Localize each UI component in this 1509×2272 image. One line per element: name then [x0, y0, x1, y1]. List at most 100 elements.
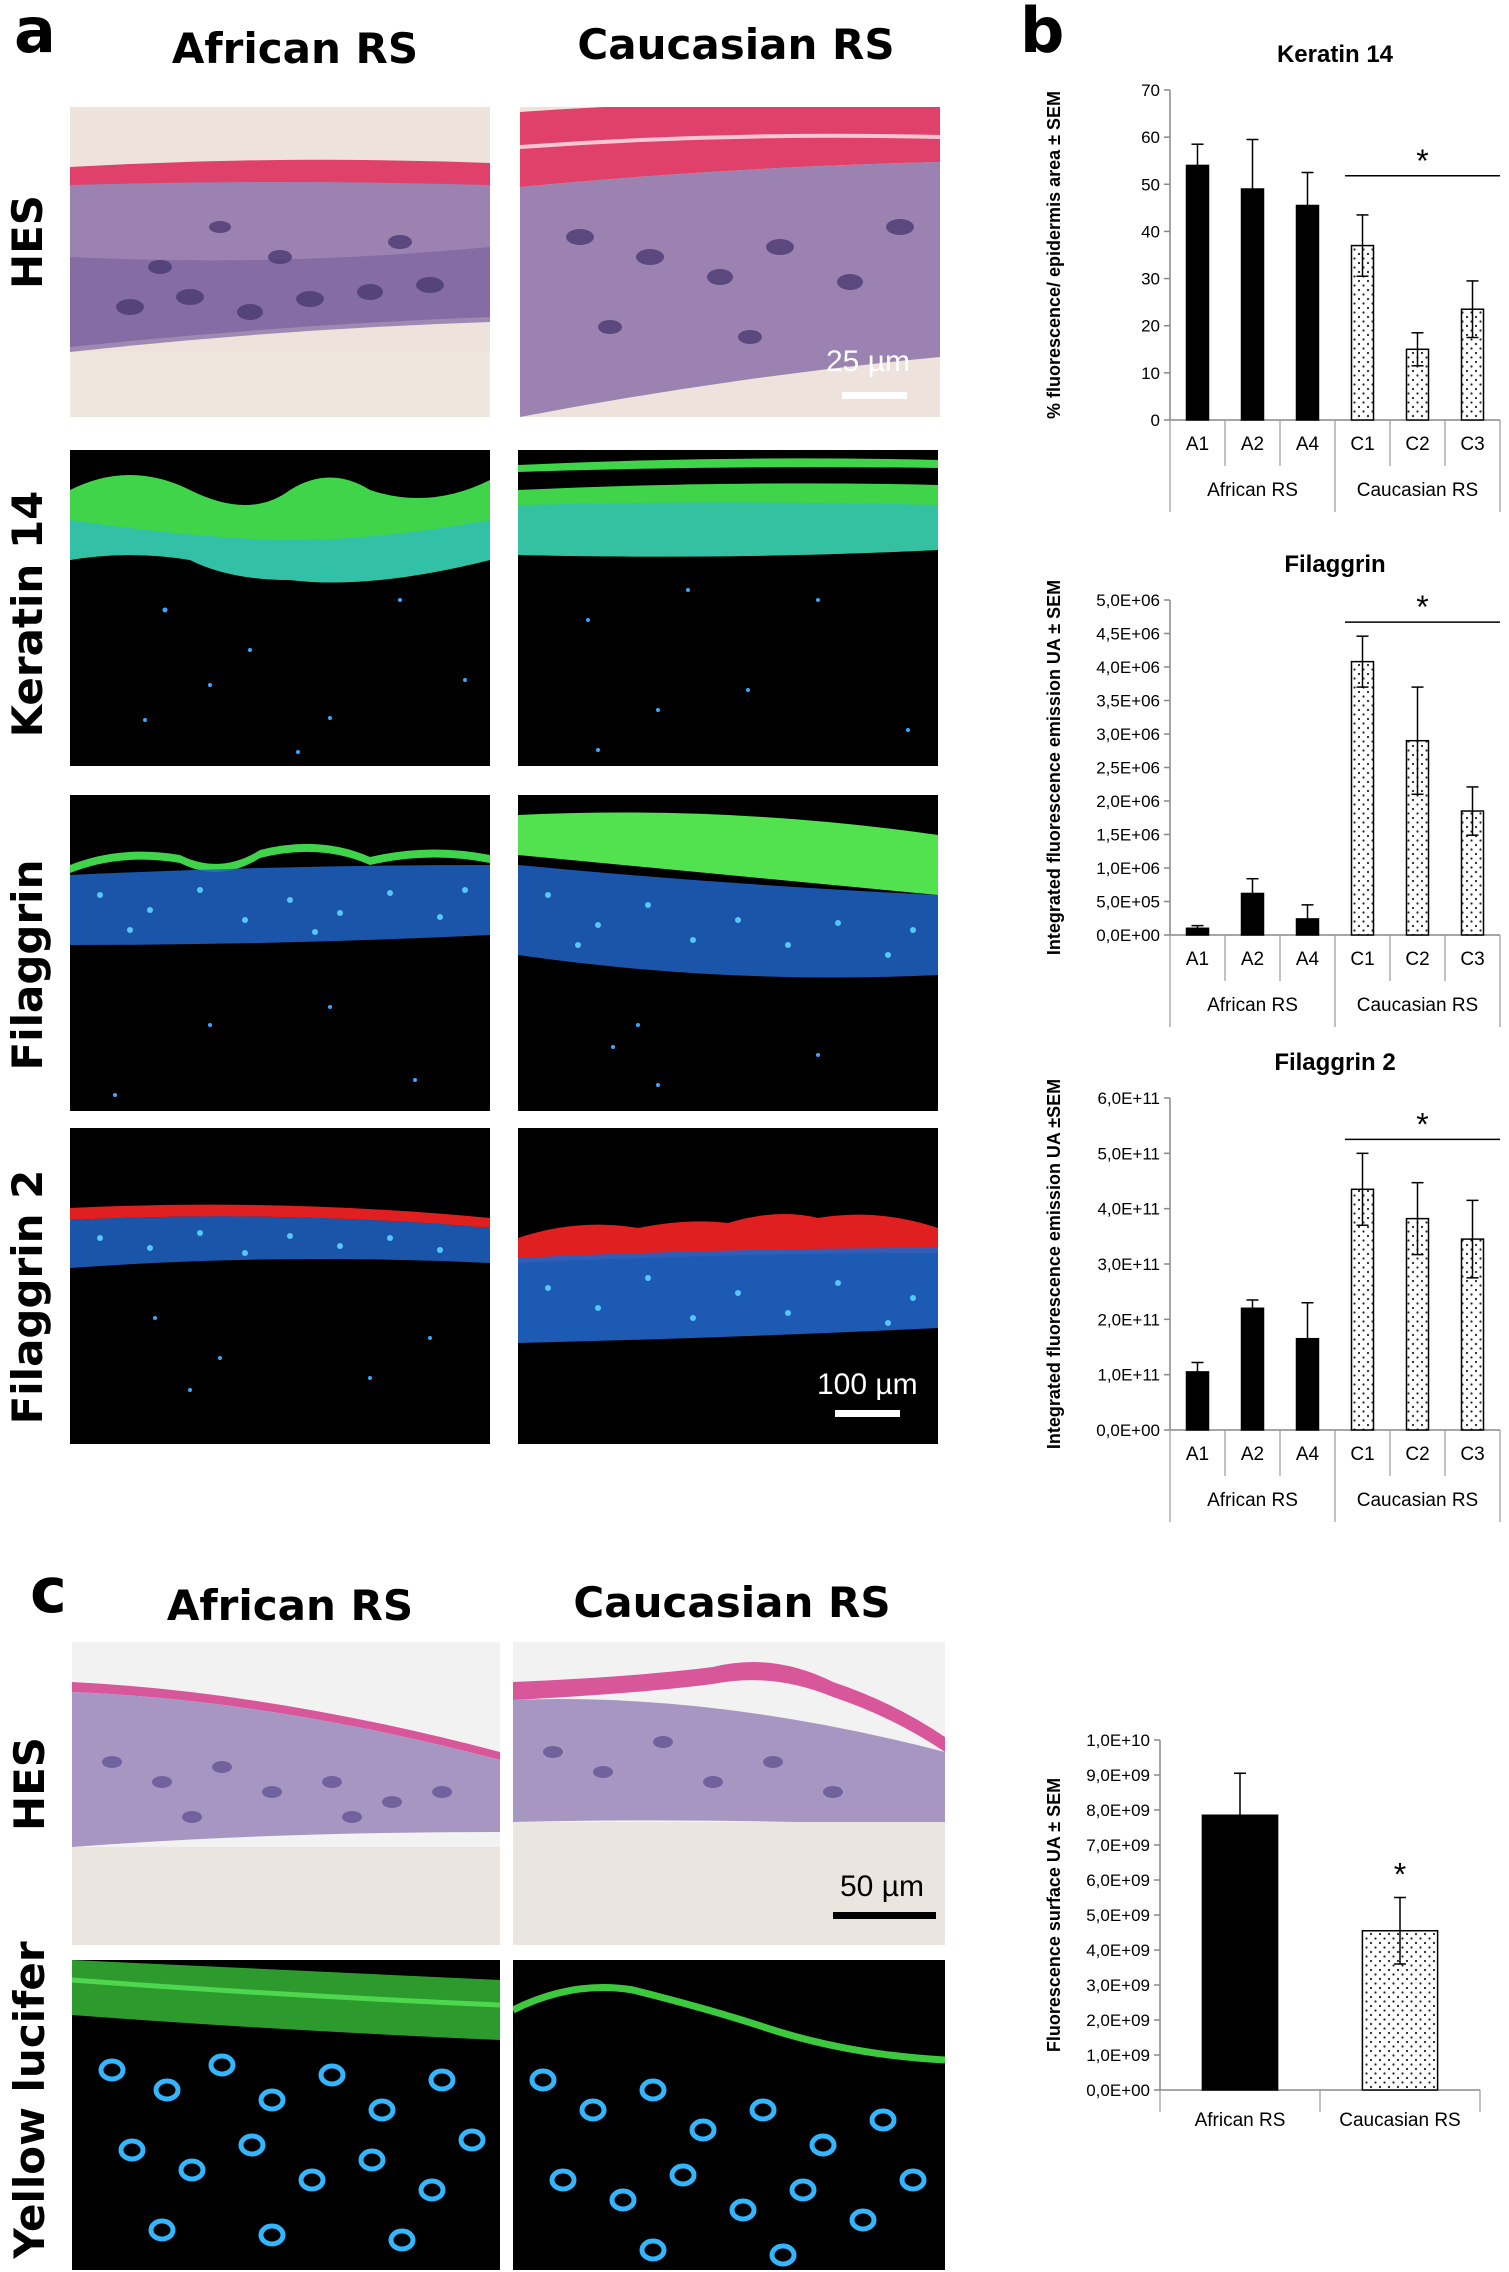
x-group-label: Caucasian RS: [1357, 1490, 1478, 1511]
y-tick-label: 1,0E+06: [1096, 859, 1160, 878]
y-tick-label: 5,0E+09: [1086, 1906, 1150, 1925]
y-tick-label: 4,0E+06: [1096, 658, 1160, 677]
x-group-label: Caucasian RS: [1357, 995, 1478, 1016]
x-group-label: Caucasian RS: [1357, 480, 1478, 501]
y-tick-label: 2,0E+09: [1086, 2011, 1150, 2030]
y-tick-label: 20: [1141, 317, 1160, 336]
filaggrin-african-image: [70, 795, 490, 1111]
filaggrin-caucasian-image: [518, 795, 938, 1111]
x-tick-label: A1: [1186, 434, 1209, 455]
y-tick-label: 3,0E+06: [1096, 725, 1160, 744]
y-tick-label: 3,5E+06: [1096, 692, 1160, 711]
y-tick-label: 6,0E+11: [1097, 1089, 1160, 1108]
scale-label-25um: 25 µm: [826, 345, 910, 378]
y-tick-label: 3,0E+11: [1097, 1255, 1160, 1274]
x-tick-label: C1: [1350, 434, 1374, 455]
x-tick-label: C2: [1405, 1444, 1429, 1465]
scale-bar-100um: [835, 1410, 900, 1417]
x-tick-label: C1: [1350, 949, 1374, 970]
y-axis-label: Integrated fluorescence emission UA ±SEM: [1044, 1079, 1064, 1449]
x-tick-label: A1: [1186, 949, 1209, 970]
row-label-c-hes: HES: [5, 1736, 54, 1832]
keratin14-caucasian-image: [518, 450, 938, 766]
chart-title: Filaggrin: [1284, 551, 1385, 578]
y-tick-label: 40: [1141, 222, 1160, 241]
row-label-filaggrin2: Filaggrin 2: [3, 1169, 52, 1425]
c-hes-african-image: [72, 1642, 500, 1945]
x-tick-label: C3: [1460, 434, 1484, 455]
chart-filaggrin2: Filaggrin 2 0,0E+00 1,0E+11 2,0E+11 3,0E+11 4…: [1044, 1049, 1501, 1522]
y-tick-label: 2,0E+06: [1096, 792, 1160, 811]
y-tick-label: 30: [1141, 270, 1160, 289]
y-tick-label: 8,0E+09: [1086, 1801, 1150, 1820]
x-tick-label: C2: [1405, 434, 1429, 455]
x-tick-label: A2: [1241, 1444, 1264, 1465]
hes-caucasian-image: [520, 107, 940, 417]
c-hes-caucasian-image: [513, 1642, 945, 1945]
x-tick-label: C2: [1405, 949, 1429, 970]
y-tick-label: 50: [1141, 175, 1160, 194]
x-tick-label: A1: [1186, 1444, 1209, 1465]
filaggrin2-african-image: [70, 1128, 490, 1444]
bar: [1201, 1814, 1279, 2091]
significance-marker: *: [1394, 1857, 1406, 1893]
y-tick-label: 6,0E+09: [1086, 1871, 1150, 1890]
scale-label-100um: 100 µm: [817, 1368, 918, 1401]
scale-bar-50um: [833, 1912, 936, 1919]
x-tick-label: A2: [1241, 949, 1264, 970]
panel-a-col-african: African RS: [171, 24, 419, 73]
y-tick-label: 60: [1141, 128, 1160, 147]
y-tick-label: 1,5E+06: [1096, 826, 1160, 845]
x-tick-label: Caucasian RS: [1339, 2110, 1460, 2131]
x-tick-label: C1: [1350, 1444, 1374, 1465]
y-axis-label: % fluorescence/ epidermis area ± SEM: [1044, 91, 1064, 419]
y-tick-label: 2,0E+11: [1097, 1310, 1160, 1329]
y-tick-label: 0,0E+00: [1096, 926, 1160, 945]
keratin14-african-image: [70, 450, 490, 766]
x-tick-label: C3: [1460, 1444, 1484, 1465]
yellow-lucifer-african-image: [72, 1960, 500, 2270]
y-tick-label: 1,0E+11: [1097, 1366, 1160, 1385]
y-axis-label: Integrated fluorescence emission UA ± SE…: [1044, 580, 1064, 955]
x-tick-label: A2: [1241, 434, 1264, 455]
chart-title: Filaggrin 2: [1274, 1049, 1395, 1076]
y-tick-label: 4,0E+09: [1086, 1941, 1150, 1960]
scale-bar-25um: [842, 392, 907, 399]
bar: [1185, 164, 1210, 421]
x-tick-label: A4: [1296, 434, 1320, 455]
panel-b-letter: b: [1020, 0, 1065, 67]
panel-a-letter: a: [14, 0, 56, 67]
chart-filaggrin: Filaggrin 0,0E+00 5,0E+05 1,0E+06 1,5E+06 2,0…: [1044, 551, 1501, 1027]
y-tick-label: 5,0E+06: [1096, 591, 1160, 610]
row-label-filaggrin: Filaggrin: [3, 859, 52, 1071]
x-tick-label: C3: [1460, 949, 1484, 970]
y-tick-label: 9,0E+09: [1086, 1766, 1150, 1785]
y-tick-label: 5,0E+05: [1096, 893, 1160, 912]
scale-label-50um: 50 µm: [840, 1870, 924, 1903]
row-label-hes: HES: [3, 194, 52, 290]
y-tick-label: 4,0E+11: [1097, 1200, 1160, 1219]
row-label-yellow-lucifer: Yellow lucifer: [5, 1941, 54, 2259]
y-tick-label: 2,5E+06: [1096, 759, 1160, 778]
y-tick-label: 1,0E+09: [1086, 2046, 1150, 2065]
chart-yellow-lucifer: 0,0E+00 1,0E+09 2,0E+09 3,0E+09 4,0E+09 5,0E+…: [1044, 1731, 1481, 2131]
filaggrin2-caucasian-image: [518, 1128, 938, 1444]
significance-marker: *: [1416, 143, 1428, 179]
row-label-keratin14: Keratin 14: [3, 490, 52, 738]
significance-marker: *: [1416, 589, 1428, 625]
panel-c-col-caucasian: Caucasian RS: [573, 1578, 891, 1627]
chart-title: Keratin 14: [1277, 41, 1394, 68]
x-group-label: African RS: [1207, 995, 1298, 1016]
y-tick-label: 4,5E+06: [1096, 625, 1160, 644]
y-tick-label: 70: [1141, 81, 1160, 100]
y-tick-label: 0,0E+00: [1086, 2081, 1150, 2100]
x-tick-label: African RS: [1195, 2110, 1286, 2131]
bar: [1350, 660, 1375, 936]
y-tick-label: 3,0E+09: [1086, 1976, 1150, 1995]
y-tick-label: 10: [1141, 364, 1160, 383]
significance-marker: *: [1416, 1106, 1428, 1142]
chart-keratin14: Keratin 14 0 10 20 30 40 50 60 70 % fluorescence/…: [1044, 41, 1501, 512]
x-tick-label: A4: [1296, 1444, 1320, 1465]
y-tick-label: 0: [1151, 411, 1160, 430]
panel-c-col-african: African RS: [166, 1581, 414, 1630]
